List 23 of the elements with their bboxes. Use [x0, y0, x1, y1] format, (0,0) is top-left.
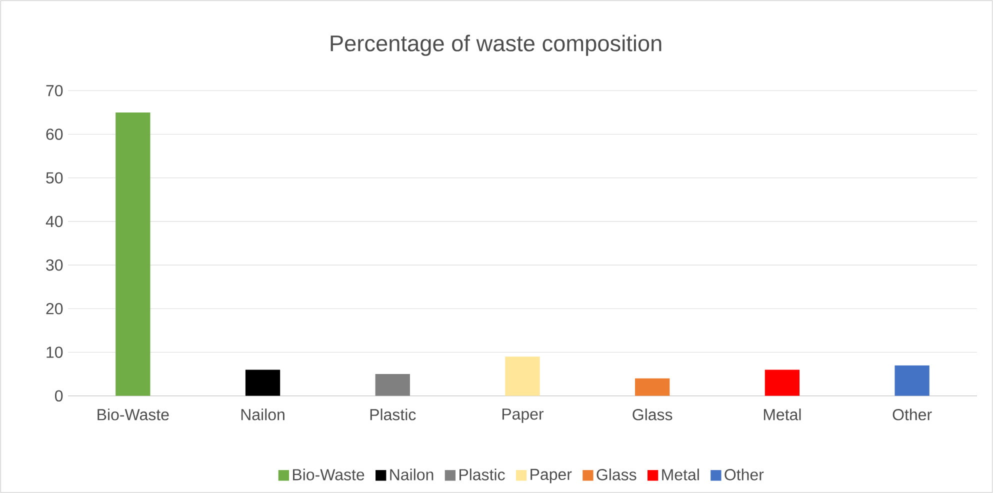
- y-tick-label: 40: [46, 216, 63, 228]
- y-tick-label: 60: [46, 128, 63, 140]
- legend-label: Bio-Waste: [293, 468, 364, 480]
- y-tick-label: 50: [46, 172, 63, 184]
- legend-label: Metal: [662, 468, 699, 480]
- legend-label: Glass: [596, 468, 636, 480]
- chart-title: Percentage of waste composition: [330, 34, 662, 56]
- x-tick-label: Bio-Waste: [98, 408, 169, 420]
- x-tick-label: Paper: [502, 408, 544, 423]
- x-tick-label: Plastic: [370, 408, 416, 420]
- legend-label: Nailon: [390, 468, 434, 480]
- legend-label: Plastic: [460, 468, 505, 480]
- y-tick-label: 70: [46, 84, 63, 96]
- legend-label: Paper: [530, 468, 572, 484]
- y-tick-label: 10: [46, 346, 63, 358]
- y-tick-label: 20: [46, 302, 63, 314]
- y-tick-label: 0: [55, 390, 63, 402]
- x-tick-label: Glass: [632, 408, 672, 420]
- y-tick-label: 30: [46, 259, 63, 271]
- x-tick-label: Nailon: [241, 408, 284, 420]
- x-tick-label: Metal: [764, 408, 801, 420]
- legend-label: Other: [724, 468, 764, 480]
- x-tick-label: Other: [892, 408, 932, 420]
